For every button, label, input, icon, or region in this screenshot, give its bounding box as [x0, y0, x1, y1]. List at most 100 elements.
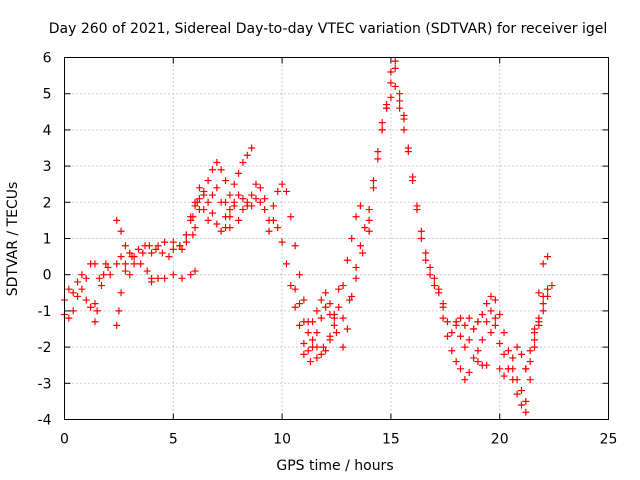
data-point	[269, 202, 277, 210]
series-track-k	[187, 195, 238, 235]
data-point	[91, 318, 99, 326]
data-point	[509, 354, 517, 362]
data-point	[117, 289, 125, 297]
data-point	[348, 292, 356, 300]
series-track-d	[91, 260, 112, 282]
data-point	[387, 79, 395, 87]
data-point	[235, 216, 243, 224]
data-point	[261, 206, 269, 214]
data-point	[169, 245, 177, 253]
data-point	[335, 285, 343, 293]
data-point	[548, 282, 556, 290]
data-point	[143, 267, 151, 275]
y-tick-label: 2	[43, 195, 52, 211]
data-point	[531, 336, 539, 344]
data-point	[239, 195, 247, 203]
chart-title: Day 260 of 2021, Sidereal Day-to-day VTE…	[49, 21, 608, 37]
data-point	[513, 343, 521, 351]
data-point	[531, 329, 539, 337]
data-point	[365, 216, 373, 224]
data-point	[126, 249, 134, 257]
data-point	[391, 64, 399, 72]
data-point	[509, 376, 517, 384]
data-point	[161, 238, 169, 246]
data-point	[544, 292, 552, 300]
data-point	[348, 235, 356, 242]
data-point	[208, 191, 216, 199]
data-point	[409, 173, 417, 181]
data-point	[226, 213, 234, 221]
data-point	[287, 282, 295, 290]
data-point	[544, 285, 552, 293]
series-track-i	[148, 267, 199, 286]
axis-ticks: 0 5 10 15 20 25 -4 -3 -2 -1 0 1 2 3 4 5 6	[38, 51, 618, 448]
data-point	[359, 249, 367, 257]
series-track-q	[291, 202, 364, 337]
data-point	[248, 144, 256, 152]
x-tick-label: 25	[600, 432, 618, 448]
data-point	[137, 260, 145, 268]
series-track-m	[226, 180, 269, 214]
data-point	[313, 329, 321, 337]
data-point	[91, 260, 99, 268]
data-point	[296, 321, 304, 329]
data-point	[145, 242, 153, 250]
data-point	[326, 311, 334, 319]
data-point	[78, 271, 86, 279]
data-point	[130, 260, 138, 268]
series-track-w	[439, 314, 486, 384]
series-track-n	[235, 195, 269, 224]
y-tick-label: -2	[38, 340, 52, 356]
data-point	[400, 111, 408, 119]
data-point	[282, 260, 290, 268]
series-track-e	[113, 260, 138, 329]
data-point	[248, 202, 256, 210]
data-point	[396, 104, 404, 112]
data-point	[396, 90, 404, 98]
data-point	[213, 220, 221, 228]
data-point	[261, 195, 269, 203]
data-point	[465, 314, 473, 322]
data-point	[252, 180, 260, 188]
data-point	[478, 336, 486, 344]
series-track-ad	[474, 358, 491, 369]
data-point	[517, 350, 525, 358]
series-track-r	[300, 227, 373, 366]
data-point	[339, 282, 347, 290]
data-point	[422, 249, 430, 257]
data-point	[296, 271, 304, 279]
x-axis-label: GPS time / hours	[276, 458, 393, 474]
data-point	[82, 296, 90, 304]
series-track-b	[61, 285, 99, 322]
data-point	[178, 245, 186, 253]
data-point	[317, 314, 325, 322]
y-tick-label: 0	[43, 268, 52, 284]
data-point	[452, 358, 460, 366]
data-point	[474, 347, 482, 355]
data-point	[126, 271, 134, 279]
data-point	[452, 318, 460, 326]
data-point	[161, 274, 169, 282]
data-point	[457, 365, 465, 373]
data-point	[256, 198, 264, 206]
data-point	[430, 282, 438, 290]
data-point	[97, 282, 105, 290]
data-point	[235, 191, 243, 199]
data-point	[182, 231, 190, 239]
data-point	[248, 191, 256, 199]
data-point	[356, 242, 364, 250]
data-point	[121, 267, 129, 275]
data-point	[191, 202, 199, 210]
data-point	[169, 271, 177, 279]
data-point	[369, 184, 377, 192]
data-point	[365, 206, 373, 214]
data-point	[204, 198, 212, 206]
data-point	[309, 343, 317, 351]
data-point	[422, 256, 430, 264]
data-point	[187, 216, 195, 224]
data-point	[352, 263, 360, 271]
data-point	[182, 238, 190, 246]
data-point	[217, 227, 225, 235]
data-point	[504, 365, 512, 373]
